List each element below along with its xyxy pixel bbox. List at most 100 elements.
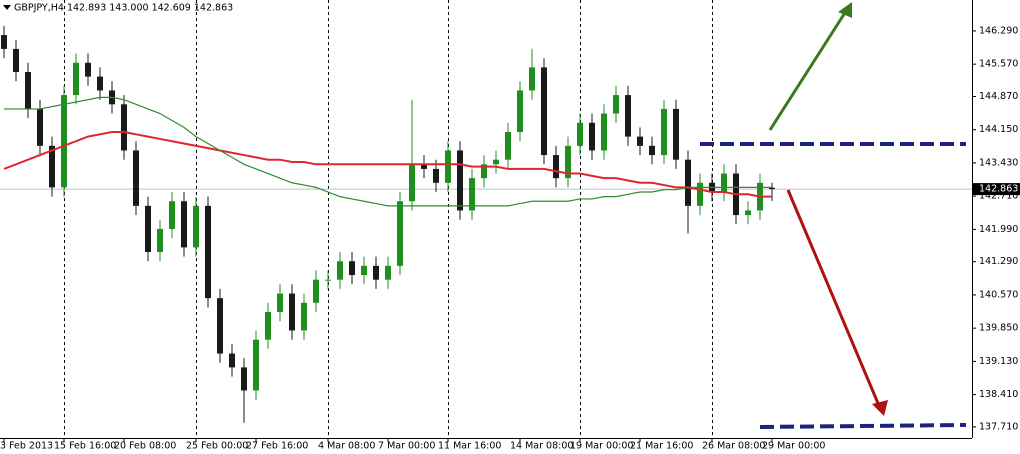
candle-body [541, 67, 547, 156]
candle-body [229, 353, 235, 368]
candle-body [721, 173, 727, 192]
x-tick-label: 19 Mar 00:00 [570, 441, 633, 452]
candle-body [25, 72, 31, 109]
candle-body [493, 159, 499, 165]
x-tick-label: 14 Mar 08:00 [510, 441, 573, 452]
candle-body [577, 122, 583, 146]
candle-body [121, 104, 127, 151]
y-tick-label: 142.710 [979, 191, 1018, 202]
candle-body [301, 302, 307, 331]
candle-body [361, 265, 367, 276]
x-tick-label: 20 Feb 08:00 [114, 441, 176, 452]
candle-body [649, 145, 655, 156]
candle-body [769, 187, 775, 190]
candle-body [637, 136, 643, 146]
y-tick-label: 143.430 [979, 157, 1018, 168]
x-tick-label: 7 Mar 00:00 [378, 441, 435, 452]
down-arrow-head [872, 400, 888, 416]
candle-body [241, 367, 247, 391]
candle-body [145, 205, 151, 252]
candle-body [277, 293, 283, 312]
candle-body [697, 182, 703, 206]
candle-body [601, 113, 607, 151]
candle-body [589, 122, 595, 151]
y-tick-label: 145.570 [979, 59, 1018, 70]
candle-body [253, 339, 259, 391]
y-tick-label: 144.870 [979, 91, 1018, 102]
candle-body [409, 164, 415, 202]
x-tick-label: 21 Mar 16:00 [630, 441, 693, 452]
candle-body [157, 228, 163, 252]
candle-body [265, 312, 271, 340]
candle-body [661, 108, 667, 156]
up-arrow [768, 7, 850, 131]
y-tick-label: 139.130 [979, 356, 1018, 367]
candle-body [169, 201, 175, 229]
y-tick-label: 139.850 [979, 323, 1018, 334]
candle-body [133, 150, 139, 206]
target-level [759, 423, 967, 429]
candle-body [433, 168, 439, 183]
chart-header: GBPJPY,H4 142.893 143.000 142.609 142.86… [14, 3, 233, 14]
x-tick-label: 27 Feb 16:00 [246, 441, 308, 452]
candle-body [85, 62, 91, 77]
symbol-marker [3, 5, 11, 10]
candle-body [193, 205, 199, 248]
candle-body [349, 261, 355, 276]
x-tick-label: 3 Feb 2013 [0, 441, 53, 452]
y-tick-label: 137.710 [979, 421, 1018, 432]
price-label-box [973, 183, 1020, 196]
x-tick-label: 15 Feb 16:00 [54, 441, 116, 452]
y-tick-label: 141.990 [979, 224, 1018, 235]
x-tick-label: 29 Mar 00:00 [762, 441, 825, 452]
price-label: 142.863 [979, 184, 1018, 195]
x-tick-label: 11 Mar 16:00 [438, 441, 501, 452]
candle-body [373, 265, 379, 280]
candle-body [469, 178, 475, 211]
candle-body [445, 150, 451, 183]
y-tick-label: 138.410 [979, 389, 1018, 400]
moving-average [3, 131, 772, 198]
candle-body [457, 150, 463, 211]
candle-body [49, 145, 55, 188]
candle-body [181, 201, 187, 248]
x-tick-label: 25 Feb 00:00 [186, 441, 248, 452]
candle-body [289, 293, 295, 331]
candle-body [73, 62, 79, 96]
candle-body [313, 279, 319, 303]
down-arrow [786, 189, 882, 409]
candle-body [685, 159, 691, 206]
candle-body [565, 145, 571, 179]
candle-body [517, 90, 523, 132]
candle-body [673, 108, 679, 160]
candle-body [505, 132, 511, 160]
candle-body [553, 155, 559, 179]
candle-body [337, 261, 343, 280]
candle-body [217, 298, 223, 354]
moving-average [4, 96, 772, 207]
candle-body [385, 265, 391, 280]
candle-body [37, 108, 43, 146]
candle-body [1, 35, 7, 49]
candle-body [397, 201, 403, 266]
x-tick-label: 4 Mar 08:00 [318, 441, 375, 452]
up-arrow-head [838, 2, 852, 18]
candle-body [97, 76, 103, 91]
candle-body [745, 210, 751, 216]
candle-body [205, 205, 211, 299]
candle-body [613, 95, 619, 114]
y-tick-label: 140.570 [979, 289, 1018, 300]
y-tick-label: 144.150 [979, 124, 1018, 135]
candle-body [61, 95, 67, 188]
y-tick-label: 141.290 [979, 256, 1018, 267]
y-tick-label: 146.290 [979, 25, 1018, 36]
candle-body [13, 48, 19, 72]
candle-body [325, 279, 331, 281]
candle-body [421, 164, 427, 169]
candle-body [625, 95, 631, 137]
candle-body [529, 67, 535, 91]
candle-body [481, 164, 487, 179]
x-tick-label: 26 Mar 08:00 [702, 441, 765, 452]
